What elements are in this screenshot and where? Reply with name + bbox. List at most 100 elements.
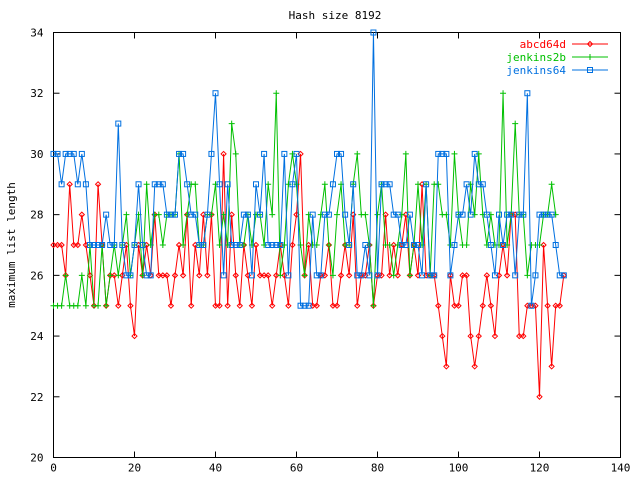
data-point (394, 272, 401, 279)
data-point (467, 211, 474, 218)
data-point (321, 181, 328, 188)
data-point (253, 181, 259, 188)
data-point (74, 241, 82, 249)
data-point (78, 211, 86, 218)
y-tick-label: 26 (30, 269, 43, 282)
data-point (147, 272, 154, 279)
data-point (406, 211, 413, 218)
data-point (94, 181, 102, 188)
data-point (504, 211, 511, 218)
data-point (232, 272, 239, 279)
data-point (244, 211, 251, 218)
data-point (159, 181, 166, 188)
x-tick-label: 140 (611, 462, 631, 475)
data-point (329, 272, 336, 279)
data-point (115, 120, 122, 127)
data-point (378, 181, 385, 188)
data-point (232, 242, 239, 248)
data-point (192, 211, 199, 218)
data-point (390, 272, 397, 279)
data-point (338, 150, 345, 157)
data-point (196, 272, 203, 279)
data-point (548, 211, 555, 218)
data-point (269, 242, 276, 248)
data-point (394, 211, 401, 218)
x-tick-label: 60 (290, 462, 303, 475)
data-point (536, 211, 543, 218)
data-point (386, 272, 393, 279)
data-point (419, 272, 426, 279)
data-point (358, 272, 365, 279)
series-line-abcd64d (53, 153, 565, 397)
data-point (159, 242, 166, 248)
data-point (346, 242, 353, 248)
data-point (333, 302, 341, 309)
data-point (293, 150, 300, 157)
data-point (313, 302, 320, 309)
data-point (479, 302, 487, 309)
axis-ticks: 0 20 40 60 80 100 120 140 20 22 24 26 28 30 32 34 (30, 27, 630, 475)
data-point (248, 302, 256, 309)
series-layer (50, 29, 568, 400)
data-point (268, 302, 276, 309)
data-point (54, 150, 61, 157)
data-point (273, 272, 280, 279)
data-point (524, 272, 531, 279)
legend-label: jenkins64 (506, 64, 566, 77)
data-point (435, 302, 442, 309)
data-point (95, 242, 102, 248)
data-point (528, 302, 535, 309)
data-point (366, 272, 373, 279)
series-jenkins64 (50, 29, 567, 309)
data-point (548, 363, 555, 370)
data-point (54, 241, 61, 249)
legend-label: abcd64d (520, 38, 566, 51)
data-point (273, 90, 280, 97)
data-point (224, 302, 231, 309)
data-point (62, 150, 69, 157)
legend-swatch-marker (587, 54, 593, 60)
data-point (127, 302, 134, 309)
data-point (204, 211, 211, 218)
data-point (297, 302, 304, 309)
data-point (265, 242, 272, 248)
data-point (200, 242, 207, 248)
data-point (58, 302, 65, 309)
data-point (155, 181, 162, 188)
data-point (139, 242, 146, 248)
x-tick-label: 40 (209, 462, 222, 475)
data-point (236, 302, 244, 309)
data-point (439, 150, 446, 157)
data-point (277, 272, 284, 279)
data-point (103, 211, 110, 218)
data-point (503, 272, 511, 279)
data-point (62, 272, 69, 279)
data-point (544, 211, 551, 218)
data-point (398, 242, 405, 248)
data-point (463, 272, 470, 279)
data-point (220, 211, 227, 218)
data-point (180, 150, 187, 157)
data-point (423, 181, 430, 188)
data-point (508, 211, 515, 218)
data-point (536, 393, 543, 400)
data-point (107, 242, 114, 248)
data-point (540, 241, 547, 249)
data-point (491, 272, 498, 279)
data-point (475, 332, 482, 340)
data-point (556, 302, 563, 309)
data-point (163, 211, 170, 218)
legend-swatch-marker (586, 40, 594, 48)
data-point (520, 332, 527, 340)
data-point (354, 272, 361, 279)
data-point (427, 272, 434, 279)
data-point (119, 242, 126, 248)
data-point (285, 272, 292, 279)
data-point (512, 120, 519, 127)
data-point (329, 181, 336, 188)
data-point (350, 181, 357, 188)
data-point (167, 302, 175, 309)
y-tick-label: 32 (30, 87, 43, 100)
data-point (463, 242, 470, 248)
